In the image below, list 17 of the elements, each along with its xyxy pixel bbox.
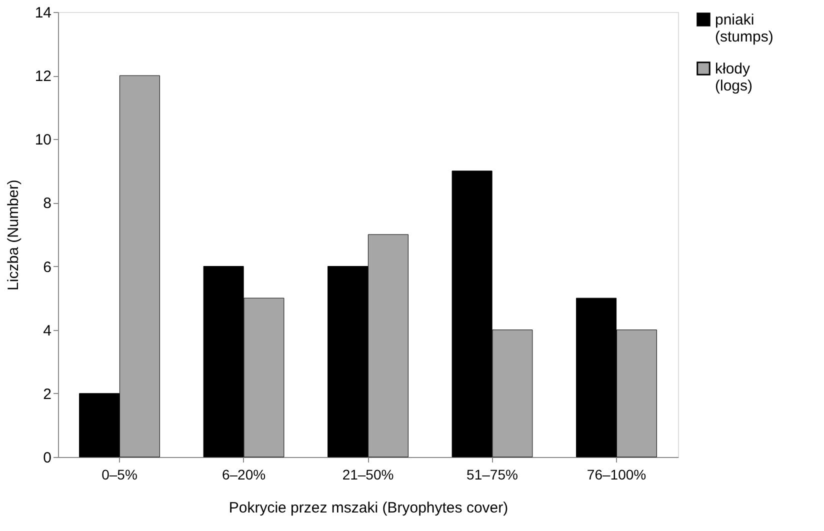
x-tick-label: 51–75% bbox=[466, 466, 518, 482]
x-tick-label: 76–100% bbox=[586, 466, 646, 482]
x-tick-label: 0–5% bbox=[102, 466, 138, 482]
x-axis-title: Pokrycie przez mszaki (Bryophytes cover) bbox=[228, 500, 508, 516]
y-tick-label: 10 bbox=[34, 132, 52, 149]
x-tick-label: 6–20% bbox=[222, 466, 266, 482]
y-tick-label: 0 bbox=[43, 450, 52, 466]
y-tick-label: 4 bbox=[43, 322, 52, 340]
y-tick-label: 12 bbox=[34, 68, 52, 86]
y-tick-label: 14 bbox=[34, 4, 52, 22]
legend-label: pniaki (stumps) bbox=[715, 12, 774, 46]
x-tick-label: 21–50% bbox=[342, 466, 394, 482]
legend-label: kłody (logs) bbox=[715, 60, 753, 94]
y-axis-title: Liczba (Number) bbox=[4, 180, 22, 290]
y-tick-label: 6 bbox=[43, 258, 52, 276]
y-tick-label: 2 bbox=[43, 386, 52, 403]
y-tick-label: 8 bbox=[43, 195, 52, 212]
